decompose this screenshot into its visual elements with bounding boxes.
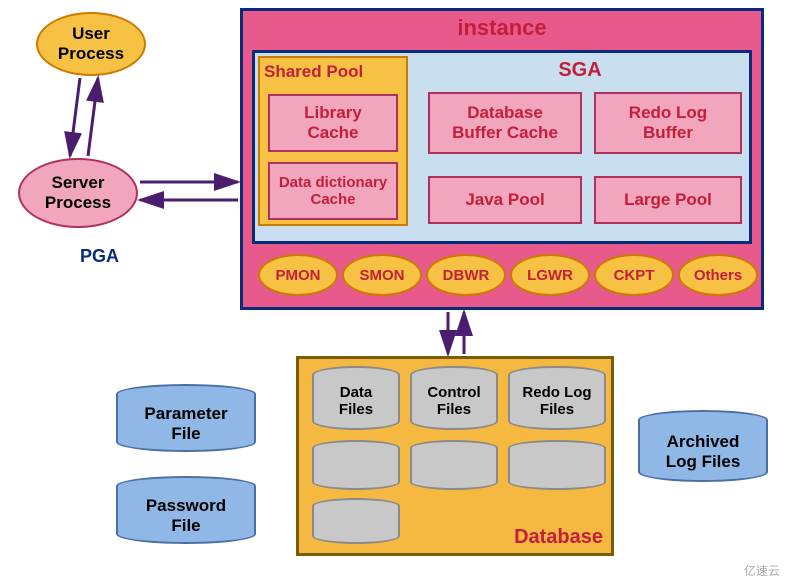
db-cyl-row2-3 (508, 440, 606, 490)
others-process: Others (678, 254, 758, 296)
db-cyl-row2-2 (410, 440, 498, 490)
parameter-file-cyl: Parameter File (116, 384, 256, 452)
library-cache-box: Library Cache (268, 94, 398, 152)
smon-process: SMON (342, 254, 422, 296)
redo-log-buffer-box: Redo Log Buffer (594, 92, 742, 154)
redo-log-files-cyl: Redo Log Files (508, 366, 606, 430)
data-files-cyl: Data Files (312, 366, 400, 430)
instance-title: instance (243, 15, 761, 41)
watermark: 亿速云 (744, 562, 780, 579)
control-files-cyl: Control Files (410, 366, 498, 430)
pga-label: PGA (80, 246, 119, 267)
archived-log-files-cyl: Archived Log Files (638, 410, 768, 482)
pmon-process: PMON (258, 254, 338, 296)
lgwr-process: LGWR (510, 254, 590, 296)
server-process: Server Process (18, 158, 138, 228)
db-cyl-row2-1 (312, 440, 400, 490)
db-cyl-row3-1 (312, 498, 400, 544)
ckpt-process: CKPT (594, 254, 674, 296)
dbwr-process: DBWR (426, 254, 506, 296)
user-process: User Process (36, 12, 146, 76)
database-title: Database (514, 526, 603, 549)
db-buffer-cache-box: Database Buffer Cache (428, 92, 582, 154)
java-pool-box: Java Pool (428, 176, 582, 224)
data-dictionary-cache-box: Data dictionary Cache (268, 162, 398, 220)
sga-title: SGA (455, 59, 705, 82)
large-pool-box: Large Pool (594, 176, 742, 224)
password-file-cyl: Password File (116, 476, 256, 544)
shared-pool-title: Shared Pool (264, 62, 363, 82)
